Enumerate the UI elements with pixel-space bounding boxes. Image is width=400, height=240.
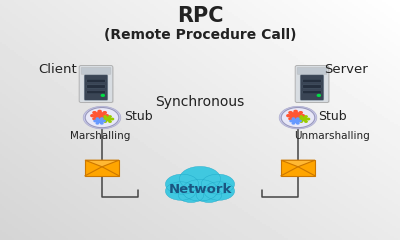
Circle shape xyxy=(294,110,297,112)
FancyBboxPatch shape xyxy=(303,90,321,94)
Circle shape xyxy=(109,121,111,122)
FancyBboxPatch shape xyxy=(281,160,315,176)
Circle shape xyxy=(289,112,302,120)
Circle shape xyxy=(299,118,302,120)
Circle shape xyxy=(105,115,108,117)
Circle shape xyxy=(296,123,299,124)
Text: Network: Network xyxy=(168,183,232,196)
Circle shape xyxy=(196,187,222,203)
FancyBboxPatch shape xyxy=(297,67,327,74)
Circle shape xyxy=(204,182,234,200)
Circle shape xyxy=(305,116,307,117)
Circle shape xyxy=(111,118,114,120)
Circle shape xyxy=(103,112,106,114)
Circle shape xyxy=(103,118,106,120)
Circle shape xyxy=(300,121,302,122)
Circle shape xyxy=(109,116,111,117)
Text: RPC: RPC xyxy=(177,6,223,26)
FancyBboxPatch shape xyxy=(79,66,113,102)
Circle shape xyxy=(301,115,304,117)
Circle shape xyxy=(300,117,308,121)
Circle shape xyxy=(101,118,103,119)
Circle shape xyxy=(94,120,96,122)
Circle shape xyxy=(307,118,310,120)
Circle shape xyxy=(201,174,234,194)
Text: Synchronous: Synchronous xyxy=(155,95,245,109)
Circle shape xyxy=(305,121,307,122)
Text: Client: Client xyxy=(39,63,77,76)
Circle shape xyxy=(289,112,292,114)
Circle shape xyxy=(182,180,218,201)
FancyBboxPatch shape xyxy=(81,67,111,74)
FancyBboxPatch shape xyxy=(298,67,330,103)
Text: Unmarshalling: Unmarshalling xyxy=(294,131,370,141)
FancyBboxPatch shape xyxy=(82,67,114,103)
Polygon shape xyxy=(85,160,119,167)
Circle shape xyxy=(104,121,106,122)
FancyBboxPatch shape xyxy=(87,79,105,82)
Circle shape xyxy=(166,182,196,200)
Circle shape xyxy=(300,116,302,117)
Circle shape xyxy=(103,120,105,122)
Circle shape xyxy=(299,112,302,114)
Circle shape xyxy=(101,95,104,96)
FancyBboxPatch shape xyxy=(295,66,329,102)
FancyBboxPatch shape xyxy=(87,90,105,94)
Circle shape xyxy=(294,119,297,121)
Text: Server: Server xyxy=(324,63,368,76)
Circle shape xyxy=(98,110,101,112)
Text: Stub: Stub xyxy=(124,110,153,123)
Circle shape xyxy=(85,108,119,128)
Circle shape xyxy=(166,174,199,194)
FancyBboxPatch shape xyxy=(86,161,120,177)
FancyBboxPatch shape xyxy=(300,75,324,100)
Circle shape xyxy=(96,118,99,119)
Circle shape xyxy=(91,115,94,117)
Circle shape xyxy=(298,118,300,120)
Text: Marshalling: Marshalling xyxy=(70,131,130,141)
Circle shape xyxy=(93,112,106,120)
Circle shape xyxy=(101,123,103,124)
FancyBboxPatch shape xyxy=(303,85,321,88)
Circle shape xyxy=(317,95,320,96)
Circle shape xyxy=(299,120,301,122)
Text: (Remote Procedure Call): (Remote Procedure Call) xyxy=(104,28,296,42)
Circle shape xyxy=(180,167,220,191)
Circle shape xyxy=(292,123,294,124)
FancyBboxPatch shape xyxy=(85,160,119,176)
Circle shape xyxy=(96,123,99,124)
FancyBboxPatch shape xyxy=(87,85,105,88)
Circle shape xyxy=(281,108,315,128)
Circle shape xyxy=(98,119,101,121)
Circle shape xyxy=(279,106,317,129)
FancyBboxPatch shape xyxy=(303,79,321,82)
Circle shape xyxy=(292,118,294,119)
Circle shape xyxy=(104,116,106,117)
Polygon shape xyxy=(281,160,315,167)
Circle shape xyxy=(102,118,104,120)
FancyBboxPatch shape xyxy=(282,161,316,177)
Circle shape xyxy=(289,118,292,120)
FancyBboxPatch shape xyxy=(84,75,108,100)
Circle shape xyxy=(104,117,112,121)
Text: Stub: Stub xyxy=(318,110,347,123)
Circle shape xyxy=(96,119,103,123)
Circle shape xyxy=(296,118,299,119)
Circle shape xyxy=(83,106,121,129)
Circle shape xyxy=(287,115,290,117)
Circle shape xyxy=(292,119,299,123)
Circle shape xyxy=(178,187,204,203)
Circle shape xyxy=(93,112,96,114)
Circle shape xyxy=(290,120,292,122)
Circle shape xyxy=(93,118,96,120)
